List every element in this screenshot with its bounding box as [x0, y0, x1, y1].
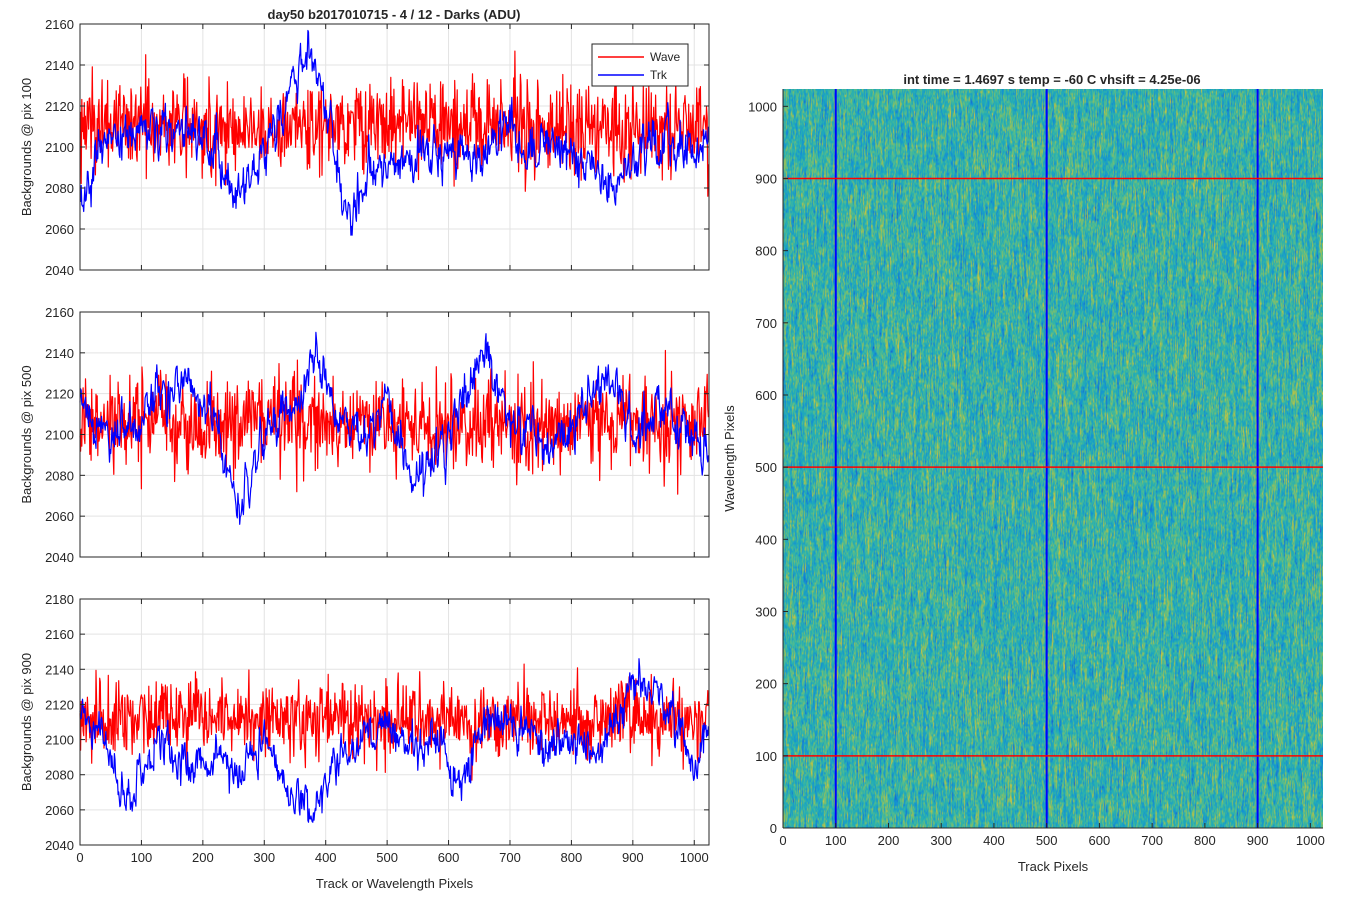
x-axis-label: Track or Wavelength Pixels [316, 876, 474, 891]
y-tick-label: 2140 [45, 58, 74, 73]
series-line-wave [79, 663, 709, 781]
x-tick-label: 300 [930, 833, 952, 848]
y-tick-label: 2140 [45, 662, 74, 677]
y-axis-label: Backgrounds @ pix 900 [19, 653, 34, 791]
y-tick-label: 100 [755, 749, 777, 764]
y-tick-label: 2080 [45, 181, 74, 196]
y-tick-label: 2100 [45, 733, 74, 748]
y-tick-label: 300 [755, 604, 777, 619]
series-line-trk [79, 658, 709, 823]
y-tick-label: 2060 [45, 803, 74, 818]
x-tick-label: 0 [76, 850, 83, 865]
y-axis-label: Wavelength Pixels [722, 405, 737, 512]
y-tick-label: 2120 [45, 99, 74, 114]
y-tick-label: 2160 [45, 17, 74, 32]
y-tick-label: 2060 [45, 222, 74, 237]
y-tick-label: 600 [755, 388, 777, 403]
x-tick-label: 1000 [680, 850, 709, 865]
y-tick-label: 2160 [45, 305, 74, 320]
x-tick-label: 500 [376, 850, 398, 865]
y-tick-label: 0 [770, 821, 777, 836]
y-tick-label: 2100 [45, 140, 74, 155]
y-tick-label: 1000 [748, 99, 777, 114]
x-tick-label: 200 [878, 833, 900, 848]
plot-pix-100: 2040 2060 2080 2100 2120 2140 2160 Backgrounds … [19, 17, 710, 278]
y-tick-label: 800 [755, 244, 777, 259]
x-tick-label: 700 [499, 850, 521, 865]
y-tick-label: 2120 [45, 697, 74, 712]
y-tick-label: 200 [755, 677, 777, 692]
x-tick-label: 0 [779, 833, 786, 848]
x-tick-label: 400 [315, 850, 337, 865]
y-tick-label: 2080 [45, 768, 74, 783]
y-tick-label: 2100 [45, 428, 74, 443]
heatmap-panel: int time = 1.4697 s temp = -60 C vhsift … [722, 72, 1325, 874]
x-tick-label: 200 [192, 850, 214, 865]
legend-label-wave: Wave [650, 50, 681, 64]
y-axis-label: Backgrounds @ pix 500 [19, 365, 34, 503]
y-tick-label: 2060 [45, 509, 74, 524]
heatmap-title: int time = 1.4697 s temp = -60 C vhsift … [903, 72, 1200, 87]
y-tick-label: 2040 [45, 263, 74, 278]
x-tick-label: 300 [253, 850, 275, 865]
y-tick-label: 2160 [45, 627, 74, 642]
y-tick-label: 2080 [45, 468, 74, 483]
y-tick-label: 900 [755, 171, 777, 186]
x-tick-label: 600 [438, 850, 460, 865]
y-tick-label: 2040 [45, 550, 74, 565]
series-line-trk [79, 331, 709, 525]
x-tick-label: 600 [1089, 833, 1111, 848]
y-tick-label: 2120 [45, 387, 74, 402]
y-tick-label: 700 [755, 316, 777, 331]
y-tick-label: 2040 [45, 838, 74, 853]
plot-pix-500: 2040 2060 2080 2100 2120 2140 2160 Backgrounds … [19, 305, 710, 565]
y-axis-label: Backgrounds @ pix 100 [19, 78, 34, 216]
x-tick-label: 100 [825, 833, 847, 848]
x-tick-label: 700 [1141, 833, 1163, 848]
legend-box [591, 43, 689, 87]
legend: Wave Trk [591, 43, 689, 87]
y-tick-label: 2140 [45, 346, 74, 361]
x-tick-label: 500 [1036, 833, 1058, 848]
x-tick-label: 800 [1194, 833, 1216, 848]
plot-pix-900: 0 100 200 300 400 500 600 700 800 900 1000 2040 2060… [19, 592, 710, 891]
x-tick-label: 400 [983, 833, 1005, 848]
y-tick-label: 2180 [45, 592, 74, 607]
x-tick-label: 900 [622, 850, 644, 865]
axes-box [79, 598, 710, 846]
heatmap-image [783, 89, 1323, 828]
x-tick-label: 100 [131, 850, 153, 865]
y-tick-label: 400 [755, 532, 777, 547]
series-line-wave [79, 50, 709, 197]
x-axis-label: Track Pixels [1018, 859, 1089, 874]
figure-title-left: day50 b2017010715 - 4 / 12 - Darks (ADU) [268, 7, 521, 22]
series-line-wave [79, 349, 709, 495]
x-tick-label: 900 [1247, 833, 1269, 848]
y-tick-label: 500 [755, 460, 777, 475]
x-tick-label: 1000 [1296, 833, 1325, 848]
x-tick-label: 800 [561, 850, 583, 865]
legend-label-trk: Trk [650, 68, 668, 82]
series-line-trk [79, 29, 709, 236]
